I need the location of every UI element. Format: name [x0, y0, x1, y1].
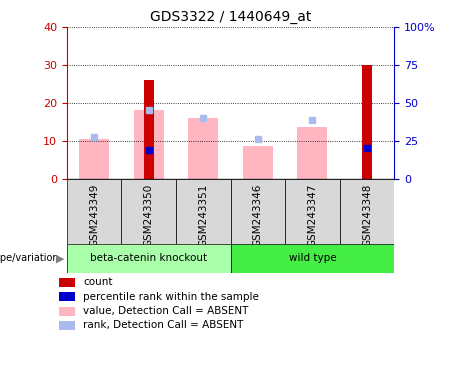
Text: value, Detection Call = ABSENT: value, Detection Call = ABSENT	[83, 306, 248, 316]
Title: GDS3322 / 1440649_at: GDS3322 / 1440649_at	[150, 10, 311, 25]
Text: beta-catenin knockout: beta-catenin knockout	[90, 253, 207, 263]
Bar	[59, 306, 75, 316]
Bar	[188, 118, 218, 179]
Bar	[59, 278, 75, 287]
Text: ▶: ▶	[56, 253, 65, 263]
Bar	[59, 321, 75, 330]
Text: count: count	[83, 277, 112, 287]
Text: GSM243347: GSM243347	[307, 184, 317, 247]
Text: rank, Detection Call = ABSENT: rank, Detection Call = ABSENT	[83, 321, 243, 331]
Bar	[285, 179, 340, 244]
Bar	[67, 179, 121, 244]
Text: genotype/variation: genotype/variation	[0, 253, 62, 263]
Bar	[144, 80, 154, 179]
Bar	[59, 292, 75, 301]
Bar	[121, 179, 176, 244]
Text: GSM243351: GSM243351	[198, 184, 208, 247]
Text: wild type: wild type	[289, 253, 336, 263]
Bar	[230, 179, 285, 244]
Bar	[362, 65, 372, 179]
Bar	[176, 179, 230, 244]
Bar	[134, 110, 164, 179]
Text: GSM243346: GSM243346	[253, 184, 263, 247]
Bar	[79, 139, 109, 179]
Text: GSM243348: GSM243348	[362, 184, 372, 247]
Text: GSM243350: GSM243350	[144, 184, 154, 247]
Text: GSM243349: GSM243349	[89, 184, 99, 247]
Bar	[67, 244, 230, 273]
Text: percentile rank within the sample: percentile rank within the sample	[83, 292, 259, 302]
Bar	[230, 244, 394, 273]
Bar	[297, 127, 327, 179]
Bar	[340, 179, 394, 244]
Bar	[243, 146, 273, 179]
